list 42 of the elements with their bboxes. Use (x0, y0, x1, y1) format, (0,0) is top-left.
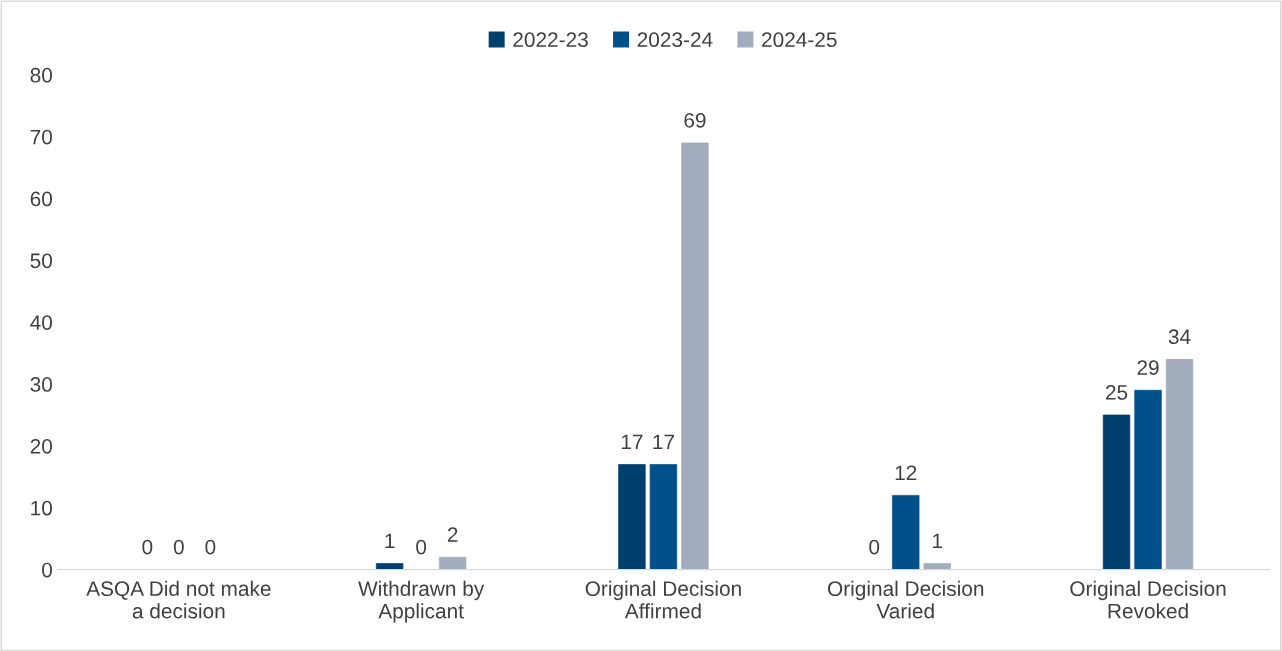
legend-label: 2024-25 (762, 32, 837, 48)
bar (892, 495, 920, 570)
y-tick-label: 20 (30, 438, 53, 454)
bar (923, 563, 951, 570)
data-label: 12 (895, 465, 917, 480)
y-tick-label: 70 (30, 129, 53, 145)
data-label: 0 (205, 539, 216, 555)
data-label: 0 (869, 539, 880, 555)
legend-label: 2023-24 (637, 32, 713, 48)
data-label: 29 (1137, 360, 1159, 376)
data-label: 0 (416, 539, 427, 555)
y-tick-label: 40 (30, 315, 53, 330)
bar (438, 556, 467, 570)
bar (1165, 359, 1194, 570)
data-label: 17 (621, 434, 643, 450)
y-tick-label: 10 (31, 500, 53, 516)
y-tick-label: 30 (30, 377, 53, 392)
data-label: 0 (142, 539, 153, 555)
bar (1134, 389, 1162, 570)
data-label: 0 (173, 539, 184, 555)
x-tick-label: Original Decision Varied (827, 580, 984, 619)
bar (375, 563, 404, 570)
legend-label: 2022-23 (513, 32, 588, 48)
data-label: 1 (933, 533, 943, 549)
data-label: 17 (653, 434, 674, 450)
bar (649, 464, 678, 570)
data-label: 25 (1106, 385, 1128, 400)
data-label: 1 (385, 533, 395, 549)
bar (681, 142, 709, 570)
data-label: 34 (1168, 329, 1191, 345)
data-label: 69 (684, 112, 706, 128)
data-label: 2 (447, 527, 458, 542)
bar (1102, 414, 1131, 570)
x-tick-label: ASQA Did not make a decision (86, 580, 271, 619)
y-tick-label: 80 (30, 67, 53, 83)
x-tick-label: Original Decision Revoked (1070, 580, 1226, 619)
y-tick-label: 0 (42, 562, 53, 578)
x-tick-label: Original Decision Affirmed (585, 580, 741, 619)
x-tick-label: Withdrawn by Applicant (358, 580, 485, 623)
y-tick-label: 50 (30, 253, 53, 269)
bar (618, 464, 646, 570)
y-tick-label: 60 (30, 191, 53, 207)
